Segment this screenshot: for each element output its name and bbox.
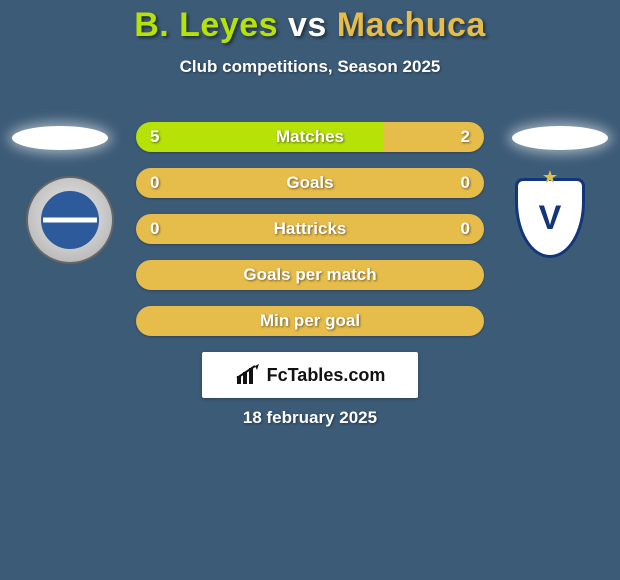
stat-bar: Goals per match [136,260,484,290]
bar-chart-icon [235,364,261,386]
date-text: 18 february 2025 [0,408,620,428]
fctables-logo: FcTables.com [202,352,418,398]
title-vs: vs [288,6,327,44]
star-icon: ★ [542,167,558,188]
stat-bar: Min per goal [136,306,484,336]
club-crest-left [26,176,114,264]
bar-label: Min per goal [136,306,484,336]
player-halo-left [12,126,108,150]
stat-bar: Hattricks0 0 [136,214,484,244]
bar-label: Goals per match [136,260,484,290]
bar-value-left: 5 [150,122,159,152]
stat-bar: Matches5 2 [136,122,484,152]
title-left: B. Leyes [134,6,278,44]
logo-row: FcTables.com [0,352,620,398]
stat-bar: Goals0 0 [136,168,484,198]
logo-text: FcTables.com [267,365,386,386]
title-right: Machuca [337,6,486,44]
crest-letter: V [539,199,562,238]
bar-label: Matches [136,122,484,152]
page-title: B. Leyes vs Machuca [0,6,620,45]
bar-value-right: 0 [461,214,470,244]
bar-value-right: 0 [461,168,470,198]
bar-value-right: 2 [461,122,470,152]
player-halo-right [512,126,608,150]
header: B. Leyes vs Machuca Club competitions, S… [0,0,620,77]
club-crest-right: ★ V [506,176,594,264]
subtitle: Club competitions, Season 2025 [0,57,620,77]
bar-value-left: 0 [150,214,159,244]
bar-label: Goals [136,168,484,198]
bar-value-left: 0 [150,168,159,198]
bar-label: Hattricks [136,214,484,244]
stat-bars: Matches52Goals00Hattricks00Goals per mat… [136,122,484,352]
